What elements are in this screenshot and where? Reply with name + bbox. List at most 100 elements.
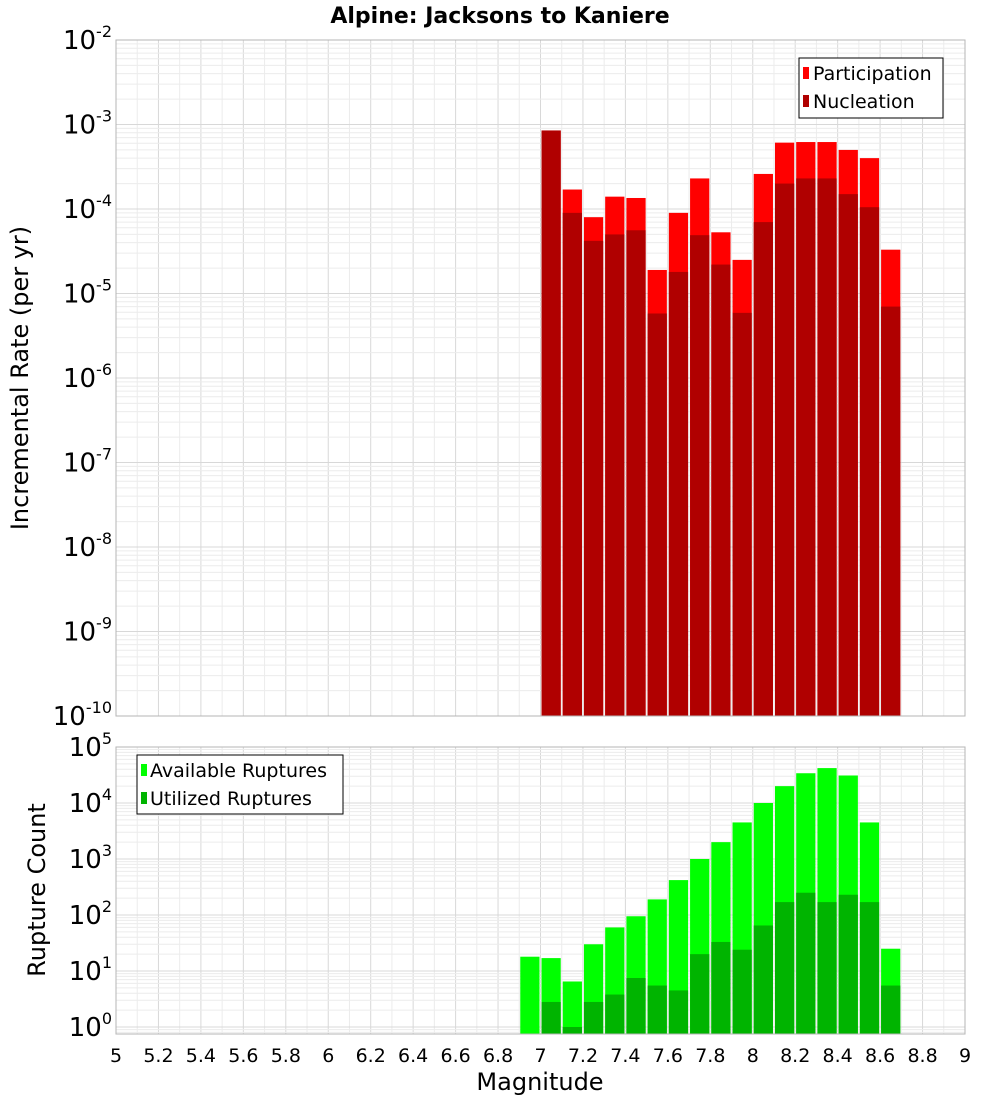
bar-nucleation-7.15: [562, 212, 582, 716]
x-tick-label: 6.2: [356, 1045, 386, 1067]
top-y-tick-label: 10-4: [63, 191, 112, 225]
legend-item-utilized: Utilized Ruptures: [141, 788, 312, 810]
bar-nucleation-7.95: [732, 312, 752, 716]
top-y-tick-label: 10-5: [63, 276, 112, 310]
bottom-legend-box: [136, 754, 344, 815]
bar-nucleation-7.35: [605, 234, 625, 717]
bar-utilized-7.35: [605, 994, 625, 1034]
bar-utilized-7.55: [647, 985, 667, 1034]
x-tick-label: 8: [747, 1045, 759, 1067]
bar-nucleation-7.85: [711, 264, 731, 716]
top-plot-border: [115, 39, 966, 717]
x-axis-ticks: 5 5.2 5.4 5.6 5.8 6 6.2 6.4 6.6 6.8 7 7.2 7.4 7.6 7.8 8…: [110, 1045, 971, 1067]
bar-utilized-7.25: [583, 1001, 604, 1034]
bottom-y-tick-label: 101: [69, 953, 112, 987]
top-y-tick-label: 10-3: [63, 107, 112, 141]
bar-nucleation-8.05: [753, 222, 773, 716]
bar-nucleation-7.25: [583, 240, 604, 716]
bottom-y-tick-label: 102: [69, 897, 112, 931]
bar-utilized-8.65: [881, 985, 901, 1034]
x-tick-label: 7.4: [610, 1045, 640, 1067]
top-y-tick-label: 10-9: [63, 614, 112, 648]
bar-nucleation-7.45: [626, 230, 646, 716]
legend-label-utilized: Utilized Ruptures: [150, 788, 312, 810]
bar-nucleation-7.05: [541, 130, 561, 716]
x-tick-label: 8.8: [907, 1045, 937, 1067]
top-legend: Participation Nucleation: [798, 57, 944, 119]
chart-title: Alpine: Jacksons to Kaniere: [330, 4, 669, 29]
bottom-panel: 105 104 103 102 101 100 Rupture Count Availab…: [23, 729, 966, 1043]
bar-utilized-7.65: [668, 990, 689, 1034]
x-tick-label: 6: [322, 1045, 334, 1067]
bar-available-7.15: [562, 981, 582, 1034]
top-y-tick-label: 10-10: [53, 698, 112, 732]
top-y-ticks: 10-2 10-3 10-4 10-5 10-6 10-7 10-8 10-9 10-10: [53, 22, 112, 732]
bar-nucleation-7.65: [668, 271, 689, 716]
bar-nucleation-8.15: [774, 183, 795, 716]
bar-utilized-8.55: [859, 902, 880, 1034]
bar-nucleation-7.55: [647, 313, 667, 716]
bottom-y-tick-label: 105: [69, 729, 112, 763]
legend-swatch-nucleation: [803, 95, 809, 107]
x-tick-label: 6.6: [440, 1045, 470, 1067]
bottom-plot-border: [115, 746, 966, 1035]
bar-nucleation-8.45: [838, 194, 858, 716]
x-tick-label: 8.2: [780, 1045, 810, 1067]
x-tick-label: 8.4: [823, 1045, 853, 1067]
bar-utilized-7.75: [690, 954, 710, 1034]
bar-utilized-7.45: [626, 977, 646, 1034]
top-panel: 10-2 10-3 10-4 10-5 10-6 10-7 10-8 10-9 10-10 In…: [6, 22, 966, 732]
x-tick-label: 7.6: [653, 1045, 683, 1067]
x-tick-label: 7: [534, 1045, 546, 1067]
x-tick-label: 5.6: [228, 1045, 258, 1067]
legend-item-available: Available Ruptures: [141, 760, 327, 782]
legend-label-available: Available Ruptures: [150, 760, 327, 782]
legend-swatch-utilized: [141, 792, 147, 804]
legend-swatch-participation: [803, 67, 809, 79]
top-y-tick-label: 10-6: [63, 360, 112, 394]
x-tick-label: 7.8: [695, 1045, 725, 1067]
bar-nucleation-7.75: [690, 235, 710, 716]
bar-utilized-7.95: [732, 949, 752, 1034]
bar-utilized-7.15: [562, 1027, 582, 1034]
top-bars: [541, 130, 901, 717]
top-y-tick-label: 10-2: [63, 22, 112, 56]
x-tick-label: 6.8: [483, 1045, 513, 1067]
legend-item-nucleation: Nucleation: [803, 91, 915, 113]
bar-utilized-8.05: [753, 925, 773, 1034]
x-tick-label: 5.4: [186, 1045, 216, 1067]
bar-utilized-7.05: [541, 1001, 561, 1034]
x-tick-label: 5.8: [271, 1045, 301, 1067]
legend-swatch-available: [141, 764, 147, 776]
top-y-axis-title: Incremental Rate (per yr): [6, 226, 34, 530]
bar-nucleation-8.35: [817, 178, 837, 717]
bar-nucleation-8.55: [859, 207, 880, 716]
x-tick-label: 8.6: [865, 1045, 895, 1067]
legend-item-participation: Participation: [803, 63, 932, 85]
x-tick-label: 5.2: [143, 1045, 173, 1067]
bottom-y-ticks: 105 104 103 102 101 100: [69, 729, 112, 1043]
bottom-y-tick-label: 104: [69, 785, 112, 819]
bottom-y-tick-label: 100: [69, 1009, 112, 1043]
bottom-bars: [520, 768, 901, 1034]
bar-available-6.95: [520, 956, 540, 1034]
bar-nucleation-8.65: [881, 306, 901, 716]
top-y-tick-label: 10-7: [63, 445, 112, 479]
bar-utilized-8.45: [838, 894, 858, 1034]
bar-nucleation-8.25: [796, 178, 816, 717]
bottom-legend: Available Ruptures Utilized Ruptures: [136, 754, 344, 815]
top-y-tick-label: 10-8: [63, 529, 112, 563]
bar-utilized-7.85: [711, 941, 731, 1034]
top-gridlines: [115, 40, 966, 717]
x-tick-label: 9: [959, 1045, 971, 1067]
bar-utilized-8.25: [796, 892, 816, 1034]
bottom-y-axis-title: Rupture Count: [23, 803, 51, 977]
legend-label-nucleation: Nucleation: [813, 91, 915, 113]
bottom-y-tick-label: 103: [69, 841, 112, 875]
top-legend-box: [798, 57, 944, 119]
bar-utilized-8.35: [817, 902, 837, 1034]
x-tick-label: 5: [110, 1045, 122, 1067]
legend-label-participation: Participation: [813, 63, 932, 85]
x-tick-label: 6.4: [398, 1045, 428, 1067]
